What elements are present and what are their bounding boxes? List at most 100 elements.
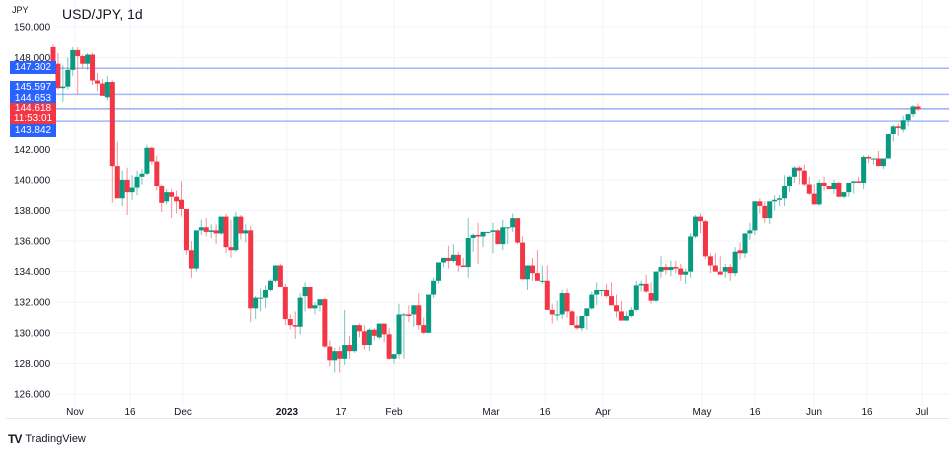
x-axis-tick-label: 17 xyxy=(335,407,347,418)
chart-frame[interactable]: 150.000 148.000 142.000 140.000 138.000 136.0… xyxy=(6,0,949,419)
candle-down xyxy=(757,201,763,206)
y-axis-tick-label: 136.000 xyxy=(14,237,51,248)
y-axis-unit: JPY xyxy=(12,5,29,15)
candle-up xyxy=(233,216,239,251)
candle-down xyxy=(549,309,555,315)
level-price-tag: 143.842 xyxy=(10,124,56,137)
candle-down xyxy=(361,331,367,346)
candle-down xyxy=(174,196,180,202)
candle-down xyxy=(159,186,165,203)
candle-up xyxy=(910,106,916,115)
candle-down xyxy=(386,334,392,359)
price-tag-value: 145.597 xyxy=(14,82,52,93)
candle-down xyxy=(109,82,115,167)
candle-down xyxy=(169,192,175,197)
candle-up xyxy=(683,271,689,275)
candle-up xyxy=(60,86,66,89)
candle-down xyxy=(99,83,105,96)
candle-up xyxy=(134,176,140,188)
candle-down xyxy=(856,181,862,183)
tradingview-logo-icon: TV xyxy=(8,432,22,446)
candle-up xyxy=(525,265,531,280)
candlestick-chart[interactable]: 150.000 148.000 142.000 140.000 138.000 136.0… xyxy=(6,0,949,418)
candle-up xyxy=(851,181,857,183)
candle-down xyxy=(416,305,422,326)
y-axis-tick-label: 142.000 xyxy=(14,145,51,156)
x-axis-tick-label: Nov xyxy=(66,407,84,418)
candle-down xyxy=(179,199,185,209)
candle-up xyxy=(485,231,491,233)
price-tag-value: 147.302 xyxy=(14,62,52,73)
candle-down xyxy=(307,286,313,309)
candle-down xyxy=(806,184,812,194)
candle-up xyxy=(297,297,303,327)
candle-down xyxy=(347,345,353,352)
candle-up xyxy=(841,192,847,197)
footer-branding[interactable]: TV TradingView xyxy=(8,432,86,446)
price-tag-value: 144.618 xyxy=(14,103,52,114)
candle-up xyxy=(846,182,852,193)
candle-down xyxy=(801,170,807,185)
candle-up xyxy=(786,176,792,187)
candle-up xyxy=(366,329,372,346)
candle-up xyxy=(352,325,358,352)
y-axis-tick-label: 130.000 xyxy=(14,328,51,339)
candle-down xyxy=(55,63,61,89)
x-axis-tick-label: Jun xyxy=(806,407,822,418)
candle-up xyxy=(119,179,125,199)
candle-down xyxy=(406,314,412,316)
candle-up xyxy=(747,230,753,234)
candle-up xyxy=(391,354,397,359)
candle-up xyxy=(554,314,560,316)
candle-up xyxy=(831,182,837,190)
candle-down xyxy=(228,247,234,251)
candle-up xyxy=(885,134,891,159)
candle-up xyxy=(480,231,486,237)
candle-down xyxy=(727,267,733,274)
candle-down xyxy=(702,221,708,257)
candle-up xyxy=(129,187,135,193)
candle-up xyxy=(332,351,338,361)
candle-up xyxy=(272,265,278,281)
candle-up xyxy=(396,314,402,355)
x-axis-tick-label: 2023 xyxy=(276,407,299,418)
y-axis-tick-label: 148.000 xyxy=(14,53,51,64)
candle-down xyxy=(569,311,575,326)
y-axis-tick-label: 150.000 xyxy=(14,23,51,34)
candle-up xyxy=(539,280,545,282)
candle-down xyxy=(915,106,921,110)
candle-up xyxy=(693,216,699,237)
candle-down xyxy=(826,186,832,190)
candle-up xyxy=(243,230,249,234)
candle-down xyxy=(223,216,229,248)
candle-up xyxy=(742,233,748,254)
candle-up xyxy=(782,186,788,199)
candle-down xyxy=(124,179,130,193)
candle-down xyxy=(282,286,288,320)
candle-down xyxy=(717,271,723,275)
candle-up xyxy=(623,315,629,321)
candle-up xyxy=(653,271,659,301)
candle-down xyxy=(154,161,160,187)
candle-down xyxy=(90,54,96,81)
level-price-tag: 144.653 xyxy=(10,92,56,105)
candle-up xyxy=(208,230,214,232)
candle-down xyxy=(337,351,343,359)
candle-up xyxy=(253,297,259,309)
y-axis-tick-label: 128.000 xyxy=(14,359,51,370)
candle-up xyxy=(164,192,170,202)
candle-up xyxy=(85,54,91,64)
candle-up xyxy=(70,49,76,70)
candle-up xyxy=(450,254,456,261)
y-axis-tick-label: 140.000 xyxy=(14,175,51,186)
candle-up xyxy=(431,280,437,295)
candle-up xyxy=(579,315,585,329)
x-axis-tick-label: May xyxy=(693,407,712,418)
brand-name: TradingView xyxy=(25,433,86,445)
candle-down xyxy=(564,293,570,312)
candle-up xyxy=(144,147,150,174)
candle-down xyxy=(648,293,654,301)
candle-down xyxy=(248,230,254,309)
candle-up xyxy=(816,182,822,205)
candle-down xyxy=(698,216,704,222)
